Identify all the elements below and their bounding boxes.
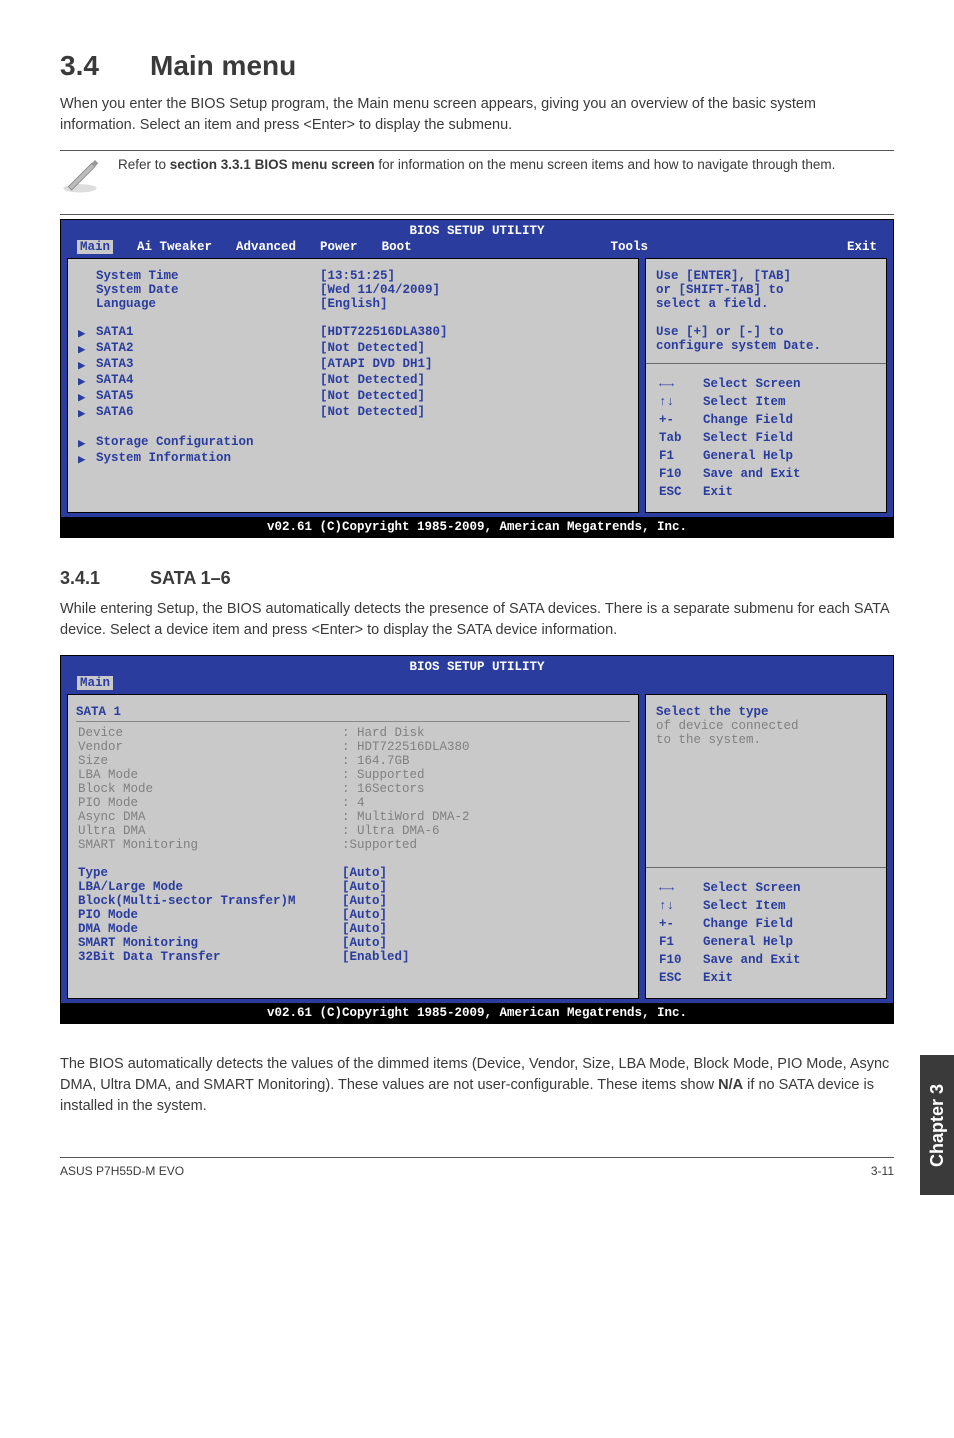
bios-nav-keys: ←→Select Screen↑↓Select Item+-Change Fie… bbox=[656, 374, 876, 502]
footer-right: 3-11 bbox=[871, 1164, 894, 1178]
chapter-tab: Chapter 3 bbox=[920, 1055, 954, 1195]
bios-menubar: Main Ai Tweaker Advanced Power Boot Tools Exit bbox=[61, 240, 893, 258]
subsection-intro: While entering Setup, the BIOS automatic… bbox=[60, 599, 894, 641]
bios-help-text: Use [ENTER], [TAB]or [SHIFT-TAB] toselec… bbox=[656, 269, 876, 353]
bios-menubar: Main bbox=[61, 676, 893, 694]
bios-tab: Power bbox=[320, 240, 358, 254]
post-paragraph: The BIOS automatically detects the value… bbox=[60, 1054, 894, 1117]
bios-copyright: v02.61 (C)Copyright 1985-2009, American … bbox=[61, 1003, 893, 1023]
bios-tab: Ai Tweaker bbox=[137, 240, 212, 254]
section-title-text: Main menu bbox=[150, 50, 296, 81]
bios-tab: Exit bbox=[847, 240, 877, 254]
bios-tab: Advanced bbox=[236, 240, 296, 254]
bios-right-panel: Use [ENTER], [TAB]or [SHIFT-TAB] toselec… bbox=[645, 258, 887, 513]
divider bbox=[60, 150, 894, 151]
bios-tab: Main bbox=[77, 240, 113, 254]
bios-help-text: Select the typeof device connectedto the… bbox=[656, 705, 876, 747]
bios-screen-1: BIOS SETUP UTILITY Main Ai Tweaker Advance… bbox=[60, 219, 894, 538]
section-heading: 3.4Main menu bbox=[60, 50, 894, 82]
bios-right-panel: Select the typeof device connectedto the… bbox=[645, 694, 887, 999]
note-icon bbox=[60, 155, 100, 200]
bios-copyright: v02.61 (C)Copyright 1985-2009, American … bbox=[61, 517, 893, 537]
bios-left-panel: SATA 1Device: Hard DiskVendor: HDT722516… bbox=[67, 694, 639, 999]
bios-tab: Boot bbox=[382, 240, 412, 254]
note-row: Refer to section 3.3.1 BIOS menu screen … bbox=[60, 155, 894, 200]
note-text: Refer to section 3.3.1 BIOS menu screen … bbox=[118, 155, 835, 175]
bios-tab: Main bbox=[77, 676, 113, 690]
bios-title: BIOS SETUP UTILITY bbox=[61, 656, 893, 676]
subsection-heading: 3.4.1SATA 1–6 bbox=[60, 568, 894, 589]
bios-tab: Tools bbox=[611, 240, 649, 254]
intro-paragraph: When you enter the BIOS Setup program, t… bbox=[60, 94, 894, 136]
page-footer: ASUS P7H55D-M EVO 3-11 bbox=[60, 1157, 894, 1178]
bios-left-panel: System Time[13:51:25]System Date[Wed 11/… bbox=[67, 258, 639, 513]
section-number: 3.4 bbox=[60, 50, 150, 82]
bios-title: BIOS SETUP UTILITY bbox=[61, 220, 893, 240]
bios-nav-keys: ←→Select Screen↑↓Select Item+-Change Fie… bbox=[656, 878, 876, 988]
bios-screen-2: BIOS SETUP UTILITY Main SATA 1Device: Ha… bbox=[60, 655, 894, 1024]
footer-left: ASUS P7H55D-M EVO bbox=[60, 1164, 184, 1178]
divider bbox=[60, 214, 894, 215]
